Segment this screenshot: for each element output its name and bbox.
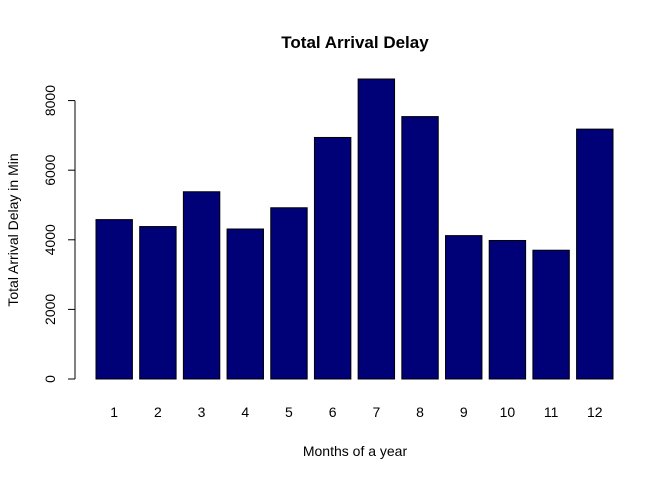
bar-month-11: [532, 249, 570, 380]
x-tick-label: 6: [329, 404, 337, 420]
bar-month-1: [95, 219, 133, 380]
bar-month-6: [313, 136, 352, 380]
bar-month-7: [357, 78, 396, 380]
y-tick-label: 0: [42, 375, 58, 383]
bar-month-4: [226, 228, 264, 380]
x-tick-label: 10: [500, 404, 516, 420]
chart-title: Total Arrival Delay: [281, 33, 429, 52]
y-axis: 0 2000 4000 6000 8000: [42, 85, 76, 383]
y-tick-label: 8000: [42, 85, 58, 116]
x-tick-labels: 1 2 3 4 5 6 7 8 9 10 11 12: [110, 404, 602, 420]
y-tick-label: 4000: [42, 224, 58, 255]
y-axis-label: Total Arrival Delay in Min: [5, 153, 21, 306]
x-tick-label: 9: [460, 404, 468, 420]
bar-month-12: [576, 128, 614, 380]
bar-month-10: [488, 239, 527, 380]
x-tick-label: 8: [416, 404, 424, 420]
bar-month-3: [182, 191, 221, 380]
x-tick-label: 1: [110, 404, 118, 420]
x-axis-label: Months of a year: [303, 443, 408, 459]
x-tick-label: 5: [285, 404, 293, 420]
y-tick-label: 2000: [42, 294, 58, 325]
bar-month-5: [270, 207, 308, 380]
x-tick-label: 11: [544, 404, 559, 420]
x-tick-label: 12: [587, 404, 603, 420]
x-tick-label: 4: [241, 404, 249, 420]
bar-month-8: [401, 116, 439, 380]
bars-group: [95, 78, 614, 380]
x-tick-label: 7: [372, 404, 380, 420]
bar-month-9: [445, 235, 483, 380]
bar-month-2: [139, 226, 177, 380]
x-tick-label: 3: [198, 404, 206, 420]
x-tick-label: 2: [154, 404, 162, 420]
y-tick-label: 6000: [42, 154, 58, 185]
